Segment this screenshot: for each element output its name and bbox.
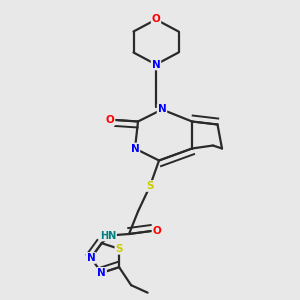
Text: S: S: [116, 244, 123, 254]
Text: O: O: [152, 226, 161, 236]
Text: O: O: [152, 14, 160, 25]
Text: N: N: [97, 268, 106, 278]
Text: N: N: [152, 59, 160, 70]
Text: N: N: [158, 104, 166, 115]
Text: O: O: [106, 115, 115, 125]
Text: HN: HN: [100, 230, 116, 241]
Text: N: N: [86, 253, 95, 263]
Text: S: S: [146, 181, 154, 191]
Text: N: N: [130, 143, 140, 154]
